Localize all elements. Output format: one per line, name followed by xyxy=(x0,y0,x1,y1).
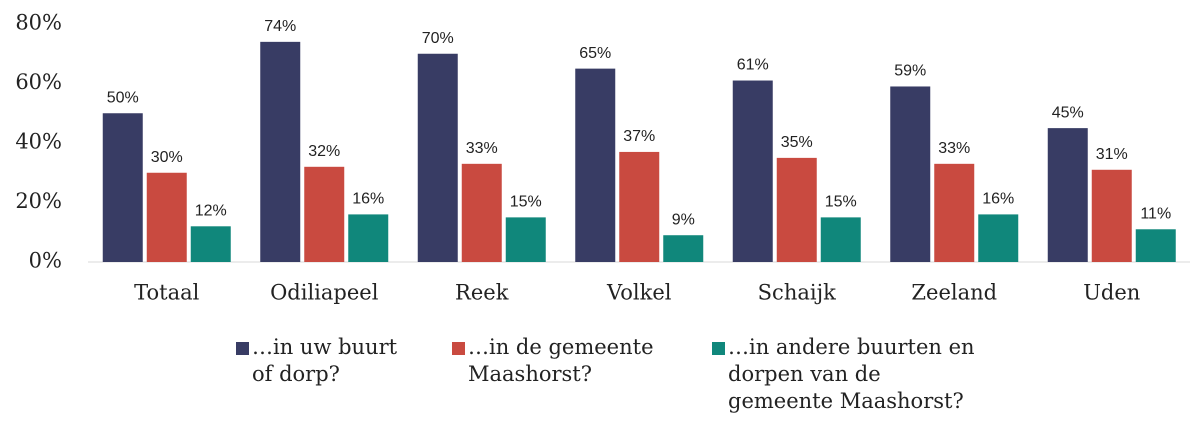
bar xyxy=(978,214,1019,262)
x-tick-label: Odiliapeel xyxy=(270,281,379,305)
legend-swatch xyxy=(452,342,465,355)
legend-label: …in andere buurten en dorpen van de geme… xyxy=(728,335,975,413)
value-label: 45% xyxy=(1052,104,1084,121)
y-tick-label: 20% xyxy=(15,189,62,213)
legend-swatch xyxy=(712,342,725,355)
x-tick-label: Schaijk xyxy=(758,281,836,305)
bar xyxy=(260,41,301,262)
value-label: 35% xyxy=(781,134,813,151)
value-label: 33% xyxy=(466,140,498,157)
bar xyxy=(1135,229,1176,262)
value-label: 30% xyxy=(151,149,183,166)
value-label: 16% xyxy=(352,191,384,208)
bar xyxy=(934,163,975,262)
y-tick-label: 0% xyxy=(29,249,62,273)
value-label: 16% xyxy=(982,191,1014,208)
value-label: 61% xyxy=(737,57,769,74)
bar xyxy=(304,166,345,262)
value-label: 11% xyxy=(1140,205,1171,222)
x-tick-label: Zeeland xyxy=(911,281,997,305)
bar xyxy=(1047,128,1088,262)
y-tick-label: 80% xyxy=(15,11,62,35)
value-label: 37% xyxy=(623,128,655,145)
bar xyxy=(505,217,546,262)
bar xyxy=(820,217,861,262)
legend-item: …in de gemeente Maashorst? xyxy=(452,334,662,388)
value-label: 32% xyxy=(308,143,340,160)
x-tick-label: Volkel xyxy=(606,281,672,305)
value-label: 15% xyxy=(510,194,542,211)
bar xyxy=(348,214,389,262)
bar xyxy=(732,80,773,263)
value-label: 50% xyxy=(107,89,139,106)
value-label: 15% xyxy=(825,194,857,211)
bar xyxy=(417,53,458,262)
value-label: 70% xyxy=(422,30,454,47)
legend-swatch xyxy=(236,342,249,355)
bar xyxy=(890,86,931,262)
x-tick-label: Reek xyxy=(455,281,509,305)
value-label: 59% xyxy=(894,63,926,80)
value-label: 12% xyxy=(195,203,227,220)
value-label: 31% xyxy=(1096,146,1128,163)
value-label: 74% xyxy=(264,18,296,35)
bar xyxy=(102,113,143,262)
value-label: 65% xyxy=(579,45,611,62)
y-tick-label: 40% xyxy=(15,130,62,154)
bar xyxy=(776,157,817,262)
value-label: 9% xyxy=(672,211,695,228)
bar xyxy=(663,235,704,262)
y-tick-label: 60% xyxy=(15,70,62,94)
legend-item: …in andere buurten en dorpen van de geme… xyxy=(712,334,982,415)
legend-label: …in de gemeente Maashorst? xyxy=(468,335,654,386)
bar xyxy=(619,151,660,262)
bar xyxy=(461,163,502,262)
x-tick-label: Totaal xyxy=(134,281,199,305)
legend-label: …in uw buurt of dorp? xyxy=(252,335,398,386)
bar xyxy=(146,172,187,262)
bar xyxy=(1091,169,1132,262)
x-tick-label: Uden xyxy=(1083,281,1140,305)
bar xyxy=(190,226,231,262)
value-label: 33% xyxy=(938,140,970,157)
bar xyxy=(575,68,616,262)
legend-item: …in uw buurt of dorp? xyxy=(236,334,406,388)
